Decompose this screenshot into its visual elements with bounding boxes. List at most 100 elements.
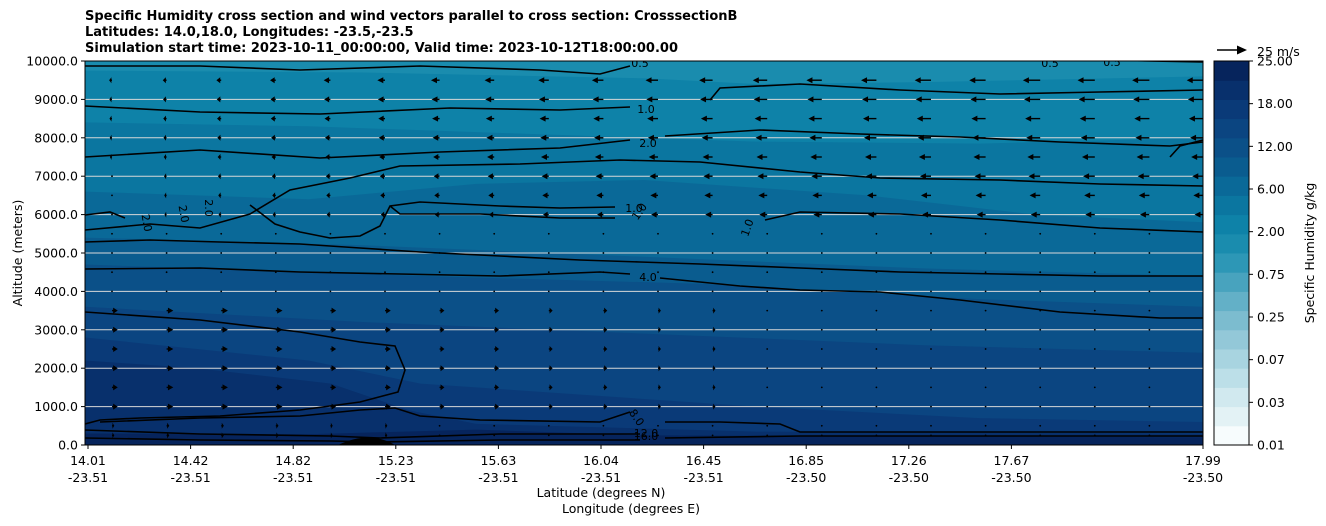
wind-vector-dot <box>602 252 605 254</box>
y-tick-label-5: 5000.0 <box>34 246 78 261</box>
wind-vector <box>270 96 276 103</box>
wind-vector <box>438 434 441 437</box>
colorbar-tick-label-8: 18.00 <box>1257 96 1293 111</box>
wind-vector <box>384 252 386 254</box>
wind-vector-head <box>1029 192 1036 199</box>
wind-vector <box>916 115 931 122</box>
wind-vector <box>165 232 168 235</box>
wind-vector-dot <box>1039 271 1042 274</box>
wind-vector-head <box>755 134 762 141</box>
x-tick-label-lat-5: 16.04 <box>583 453 619 468</box>
wind-vector <box>705 211 713 218</box>
wind-vector <box>542 211 549 218</box>
wind-vector-head <box>810 154 817 160</box>
wind-vector-head <box>811 173 818 180</box>
wind-vector <box>755 134 768 141</box>
wind-vector-dot <box>820 405 823 408</box>
wind-vector <box>330 307 337 314</box>
wind-vector <box>272 211 276 218</box>
wind-vector <box>385 346 391 352</box>
wind-vector-dot <box>111 232 113 235</box>
wind-vector-dot <box>547 232 550 235</box>
wind-vector-dot <box>711 232 714 235</box>
wind-vector-head <box>713 365 716 372</box>
wind-vector-dot <box>1093 348 1096 350</box>
wind-vector <box>1093 405 1096 408</box>
wind-vector <box>275 384 283 391</box>
wind-vector-head <box>440 326 445 333</box>
wind-vector <box>657 290 659 293</box>
wind-vector <box>547 424 550 427</box>
wind-vector <box>1039 424 1042 427</box>
wind-vector-dot <box>766 232 769 235</box>
colorbar-swatch-16 <box>1214 118 1249 139</box>
wind-vector <box>438 424 441 427</box>
wind-vector-head <box>922 211 929 218</box>
wind-vector-dot <box>766 386 769 389</box>
wind-vector <box>431 96 440 103</box>
wind-vector <box>603 384 608 391</box>
wind-vector-head <box>326 192 330 199</box>
wind-vector <box>915 96 931 103</box>
wind-vector-dot <box>930 348 932 350</box>
wind-vector-head <box>1084 192 1091 199</box>
wind-vector-head <box>658 384 661 391</box>
wind-vector <box>917 134 931 141</box>
wind-vector-dot <box>766 290 769 293</box>
wind-vector-head <box>167 403 174 410</box>
wind-vector <box>712 307 716 314</box>
contour-label-14: 12.0 <box>634 427 659 440</box>
wind-vector-dot <box>1148 424 1151 427</box>
wind-vector-dot <box>1148 328 1151 331</box>
wind-vector-head <box>386 326 391 333</box>
wind-vector <box>711 434 714 437</box>
wind-vector <box>166 346 174 352</box>
wind-vector <box>380 192 385 199</box>
wind-vector <box>1039 328 1042 331</box>
contour-line-13 <box>85 239 1203 277</box>
wind-vector-dot <box>329 232 332 235</box>
wind-vector <box>488 211 495 218</box>
wind-vector-head <box>113 365 118 372</box>
wind-vector <box>657 271 659 274</box>
title-line-1: Specific Humidity cross section and wind… <box>85 9 738 24</box>
wind-vector <box>109 134 112 141</box>
wind-vector-dot <box>820 290 823 293</box>
wind-vector <box>1039 271 1042 274</box>
quiver-key-arrow-head <box>1237 45 1247 55</box>
wind-vector-head <box>484 77 491 84</box>
wind-vector-head <box>380 211 385 218</box>
wind-vector <box>920 192 931 199</box>
wind-vector <box>379 154 385 160</box>
wind-vector-head <box>1024 96 1031 103</box>
wind-vector-head <box>970 96 977 103</box>
wind-vector-dot <box>1093 386 1096 389</box>
wind-vector-head <box>386 365 391 372</box>
wind-vector <box>547 252 550 254</box>
wind-vector-head <box>331 403 337 410</box>
colorbar-swatch-14 <box>1214 157 1249 177</box>
wind-vector-head <box>604 307 608 314</box>
wind-vector-dot <box>711 252 714 254</box>
wind-vector-head <box>324 115 330 122</box>
wind-vector <box>1135 134 1150 141</box>
wind-vector <box>275 326 283 333</box>
wind-vector <box>766 434 769 437</box>
wind-vector <box>922 211 931 218</box>
wind-vector-head <box>271 154 275 160</box>
wind-vector <box>547 434 550 437</box>
colorbar-swatch-10 <box>1214 233 1249 254</box>
wind-vector-head <box>495 346 499 352</box>
wind-vector-dot <box>1093 271 1096 274</box>
wind-vector-dot <box>329 290 332 293</box>
wind-vector <box>377 96 385 103</box>
wind-vector <box>820 328 823 331</box>
wind-vector-head <box>647 115 654 122</box>
wind-vector-dot <box>274 271 277 274</box>
wind-vector-dot <box>274 232 277 235</box>
wind-vector-dot <box>220 252 223 254</box>
contour-label-11: 1.0 <box>738 217 756 238</box>
wind-vector <box>548 403 553 410</box>
wind-vector <box>757 173 768 180</box>
wind-vector-head <box>379 154 384 160</box>
